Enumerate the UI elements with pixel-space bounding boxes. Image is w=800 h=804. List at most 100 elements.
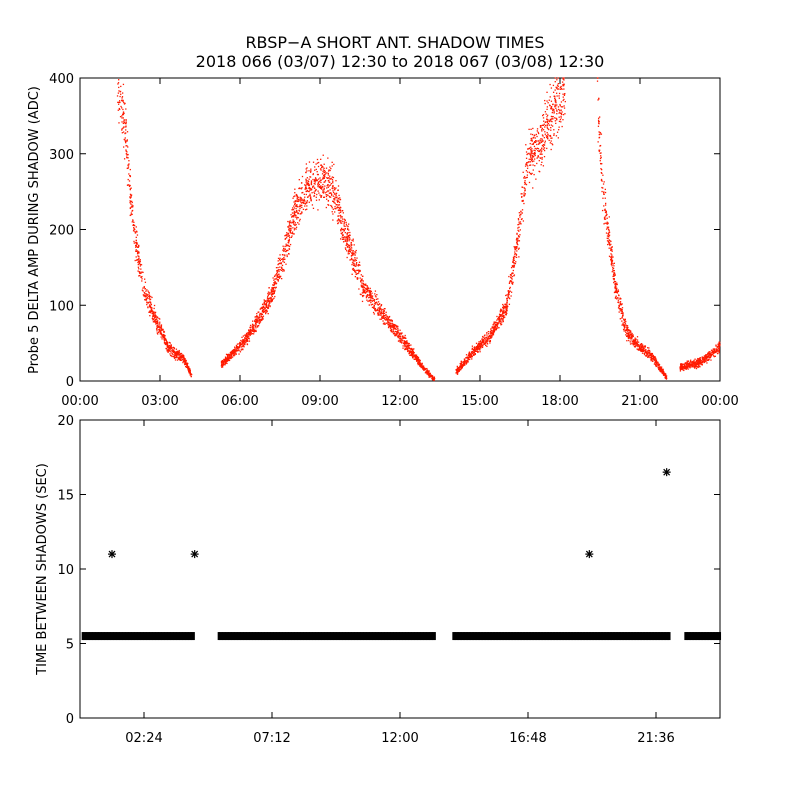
data-point	[163, 332, 164, 333]
data-point	[387, 319, 388, 320]
data-point	[601, 172, 602, 173]
data-point	[311, 184, 312, 185]
data-point	[552, 144, 553, 145]
data-point	[150, 307, 151, 308]
data-point	[151, 310, 152, 311]
data-point	[157, 322, 158, 323]
data-point	[546, 116, 547, 117]
data-point	[253, 333, 254, 334]
data-point	[562, 77, 563, 78]
data-point	[336, 193, 337, 194]
data-point	[351, 240, 352, 241]
data-point	[642, 353, 643, 354]
data-point	[563, 100, 564, 101]
data-point	[385, 323, 386, 324]
data-point	[324, 174, 325, 175]
data-point	[305, 172, 306, 173]
data-point	[221, 364, 222, 365]
data-point	[355, 266, 356, 267]
data-point	[366, 291, 367, 292]
data-point	[294, 214, 295, 215]
data-point	[423, 368, 424, 369]
data-point	[401, 339, 402, 340]
data-point	[234, 354, 235, 355]
data-point	[363, 289, 364, 290]
data-point	[654, 356, 655, 357]
data-point	[353, 250, 354, 251]
data-point	[250, 329, 251, 330]
data-point	[631, 338, 632, 339]
data-point	[256, 315, 257, 316]
data-point	[611, 261, 612, 262]
data-point	[357, 279, 358, 280]
data-point	[301, 182, 302, 183]
data-point	[305, 185, 306, 186]
data-point	[554, 117, 555, 118]
data-point	[547, 125, 548, 126]
data-point	[530, 154, 531, 155]
data-point	[517, 240, 518, 241]
data-point	[480, 343, 481, 344]
data-point	[549, 125, 550, 126]
data-point	[122, 96, 123, 97]
data-point	[136, 244, 137, 245]
data-point	[426, 368, 427, 369]
data-point	[602, 210, 603, 211]
data-point	[560, 119, 561, 120]
data-point	[555, 123, 556, 124]
data-point	[618, 295, 619, 296]
data-point	[306, 205, 307, 206]
data-point	[350, 244, 351, 245]
data-point	[136, 240, 137, 241]
data-point	[124, 122, 125, 123]
data-point	[284, 250, 285, 251]
data-point	[181, 356, 182, 357]
data-point	[337, 223, 338, 224]
data-point	[241, 341, 242, 342]
data-point	[247, 333, 248, 334]
data-point	[611, 254, 612, 255]
data-point	[706, 357, 707, 358]
data-point	[328, 180, 329, 181]
data-point	[514, 251, 515, 252]
data-point	[324, 197, 325, 198]
data-point	[272, 284, 273, 285]
data-point	[332, 211, 333, 212]
data-point	[509, 291, 510, 292]
data-point	[517, 227, 518, 228]
data-point	[152, 318, 153, 319]
data-point	[423, 367, 424, 368]
data-point	[345, 241, 346, 242]
data-point	[356, 250, 357, 251]
data-point	[629, 330, 630, 331]
data-point	[156, 330, 157, 331]
data-point	[321, 188, 322, 189]
data-point	[361, 280, 362, 281]
data-point	[245, 342, 246, 343]
data-point	[369, 290, 370, 291]
data-point	[384, 313, 385, 314]
data-point	[240, 344, 241, 345]
data-point	[157, 324, 158, 325]
data-point	[653, 358, 654, 359]
data-point	[289, 249, 290, 250]
data-point	[121, 115, 122, 116]
data-point	[290, 244, 291, 245]
data-point	[488, 331, 489, 332]
data-point	[353, 260, 354, 261]
data-point	[288, 253, 289, 254]
data-point	[117, 83, 118, 84]
data-point	[165, 339, 166, 340]
data-point	[229, 360, 230, 361]
data-point	[358, 264, 359, 265]
data-point	[399, 340, 400, 341]
data-point	[558, 83, 559, 84]
data-point	[561, 101, 562, 102]
data-point	[351, 259, 352, 260]
data-point	[342, 221, 343, 222]
data-point	[260, 313, 261, 314]
data-point	[555, 108, 556, 109]
data-point	[344, 238, 345, 239]
data-point	[553, 129, 554, 130]
